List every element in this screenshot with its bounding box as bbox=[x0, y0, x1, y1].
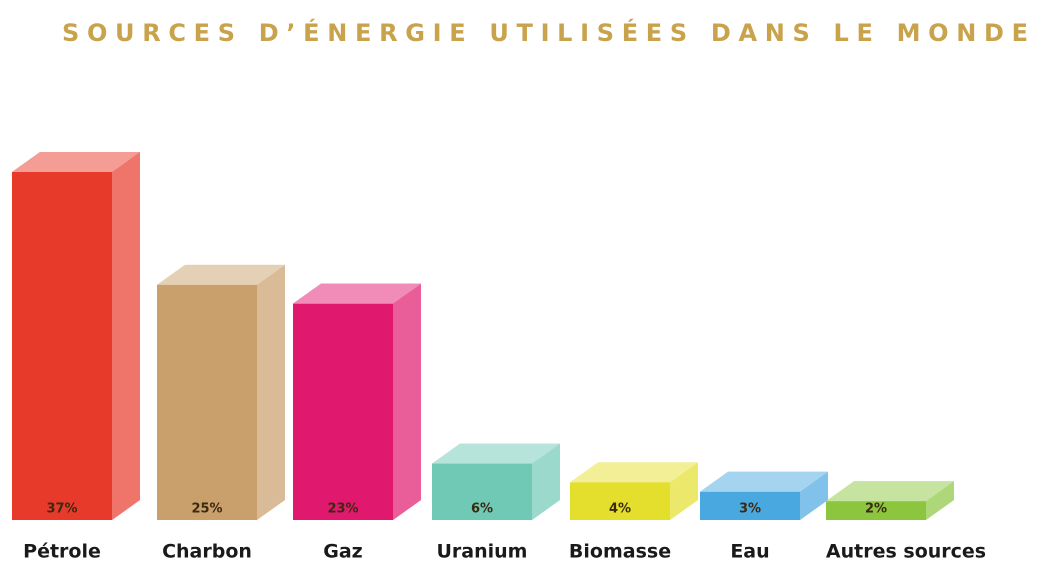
category-label: Gaz bbox=[323, 541, 362, 563]
category-label: Eau bbox=[730, 541, 769, 563]
bar-side-shade bbox=[257, 265, 285, 520]
bar-side-shade bbox=[393, 284, 421, 520]
chart-title: SOURCES D’ÉNERGIE UTILISÉES DANS LE MOND… bbox=[62, 18, 1028, 47]
data-label: 2% bbox=[865, 502, 887, 517]
data-label: 37% bbox=[46, 502, 77, 517]
category-label: Uranium bbox=[437, 541, 528, 563]
bar-group bbox=[826, 481, 954, 520]
category-label: Charbon bbox=[162, 541, 252, 563]
bar bbox=[12, 172, 112, 520]
data-label: 6% bbox=[471, 502, 493, 517]
data-label: 23% bbox=[327, 502, 358, 517]
bar-side-shade bbox=[112, 152, 140, 520]
bar-group bbox=[12, 152, 140, 520]
data-label: 25% bbox=[191, 502, 222, 517]
bar-group bbox=[157, 265, 285, 520]
category-label: Biomasse bbox=[569, 541, 671, 563]
page: {"chart_data": {"type": "bar3d", "title"… bbox=[0, 0, 1039, 566]
data-label: 3% bbox=[739, 502, 761, 517]
chart: SOURCES D’ÉNERGIE UTILISÉES DANS LE MOND… bbox=[0, 0, 1039, 566]
bar-group bbox=[570, 462, 698, 520]
bar-group bbox=[700, 472, 828, 520]
bars bbox=[12, 152, 954, 520]
data-label: 4% bbox=[609, 502, 631, 517]
category-label: Pétrole bbox=[23, 541, 101, 563]
bar bbox=[293, 304, 393, 520]
bar bbox=[157, 285, 257, 520]
bar-group bbox=[293, 284, 421, 520]
bar-group bbox=[432, 444, 560, 520]
category-label: Autres sources bbox=[826, 541, 986, 563]
